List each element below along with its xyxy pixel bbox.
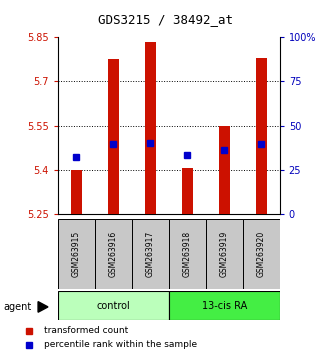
Text: GSM263918: GSM263918 — [183, 231, 192, 277]
Bar — [95, 219, 132, 289]
Text: transformed count: transformed count — [44, 326, 128, 335]
Bar — [169, 291, 280, 320]
Text: agent: agent — [3, 302, 31, 312]
Bar — [132, 219, 169, 289]
Text: control: control — [97, 301, 130, 311]
Bar — [206, 219, 243, 289]
Bar — [145, 42, 156, 214]
Text: GSM263920: GSM263920 — [257, 231, 266, 277]
Bar — [219, 126, 230, 214]
Bar — [71, 170, 82, 214]
Text: GSM263915: GSM263915 — [72, 231, 81, 277]
Bar — [58, 291, 169, 320]
Text: GSM263917: GSM263917 — [146, 231, 155, 277]
Text: percentile rank within the sample: percentile rank within the sample — [44, 340, 197, 349]
Text: GDS3215 / 38492_at: GDS3215 / 38492_at — [98, 13, 233, 26]
Bar — [169, 219, 206, 289]
Bar — [182, 167, 193, 214]
Bar — [256, 58, 267, 214]
Text: 13-cis RA: 13-cis RA — [202, 301, 247, 311]
Bar — [58, 219, 95, 289]
Bar — [243, 219, 280, 289]
Text: GSM263919: GSM263919 — [220, 231, 229, 277]
Bar — [108, 59, 119, 214]
Text: GSM263916: GSM263916 — [109, 231, 118, 277]
